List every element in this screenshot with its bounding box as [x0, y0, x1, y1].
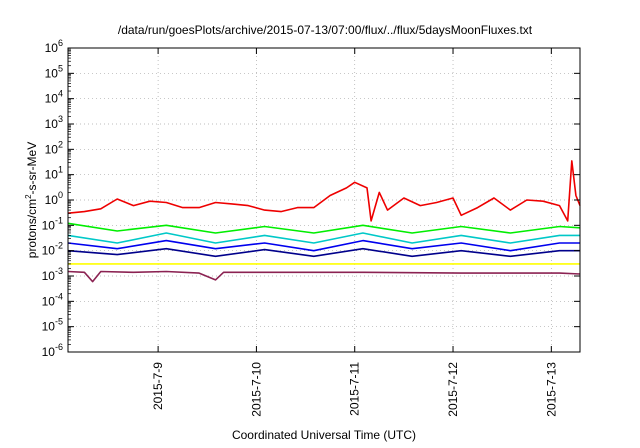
- y-axis-ticks: 10-610-510-410-310-210-11001011021031041…: [42, 38, 580, 359]
- y-tick-exp: 3: [58, 114, 63, 124]
- y-tick-base: 10: [42, 320, 56, 334]
- y-tick-label: 101: [45, 165, 63, 182]
- series-line-6: [67, 270, 581, 283]
- series-line-3: [67, 239, 580, 252]
- x-tick-label: 2015-7-12: [446, 362, 460, 417]
- y-tick-label: 10-3: [42, 266, 63, 283]
- y-axis-label: protons/cm2-s-sr-MeV: [24, 142, 39, 258]
- y-tick-base: 10: [42, 244, 56, 258]
- y-tick-exp: -6: [55, 342, 63, 352]
- y-tick-exp: 1: [58, 165, 63, 175]
- y-tick-label: 10-4: [42, 291, 63, 308]
- y-tick-base: 10: [42, 294, 56, 308]
- y-tick-label: 102: [45, 139, 63, 156]
- y-tick-label: 10-1: [42, 215, 63, 232]
- y-tick-exp: 0: [58, 190, 63, 200]
- y-tick-label: 10-6: [42, 342, 63, 359]
- x-axis-label: Coordinated Universal Time (UTC): [232, 428, 416, 442]
- y-tick-base: 10: [42, 345, 56, 359]
- y-tick-exp: -5: [55, 317, 63, 327]
- x-axis-ticks: 2015-7-9 2015-7-10 2015-7-11 2015-7-12 2015-…: [151, 48, 558, 417]
- chart-title: /data/run/goesPlots/archive/2015-07-13/0…: [118, 23, 533, 37]
- y-tick-base: 10: [42, 218, 56, 232]
- y-axis-label-pre: protons/cm: [25, 199, 39, 258]
- y-tick-base: 10: [45, 92, 59, 106]
- y-tick-label: 10-5: [42, 317, 63, 334]
- y-tick-label: 100: [45, 190, 63, 207]
- x-tick-label: 2015-7-9: [151, 362, 165, 410]
- y-tick-base: 10: [45, 142, 59, 156]
- y-tick-label: 105: [45, 63, 63, 80]
- series-line-2: [67, 232, 580, 244]
- y-tick-exp: -2: [55, 241, 63, 251]
- y-tick-base: 10: [45, 117, 59, 131]
- y-tick-exp: 4: [58, 89, 63, 99]
- y-tick-exp: 5: [58, 63, 63, 73]
- y-tick-base: 10: [45, 168, 59, 182]
- y-tick-exp: 2: [58, 139, 63, 149]
- series-group: [67, 160, 581, 283]
- y-tick-base: 10: [45, 41, 59, 55]
- y-tick-exp: 6: [58, 38, 63, 48]
- y-tick-exp: -1: [55, 215, 63, 225]
- y-axis-label-post: -s-sr-MeV: [25, 142, 39, 195]
- y-tick-base: 10: [45, 66, 59, 80]
- y-tick-base: 10: [45, 193, 59, 207]
- y-axis-label-sup: 2: [24, 194, 33, 199]
- series-line-1: [67, 222, 581, 234]
- series-line-4: [67, 247, 580, 258]
- y-tick-label: 106: [45, 38, 63, 55]
- x-tick-label: 2015-7-10: [249, 362, 263, 417]
- y-tick-exp: -4: [55, 291, 63, 301]
- x-tick-label: 2015-7-13: [544, 362, 558, 417]
- y-tick-exp: -3: [55, 266, 63, 276]
- y-tick-label: 103: [45, 114, 63, 131]
- series-line-0: [67, 160, 581, 222]
- y-tick-label: 10-2: [42, 241, 63, 258]
- y-tick-label: 104: [45, 89, 63, 106]
- x-tick-label: 2015-7-11: [348, 362, 362, 416]
- y-tick-base: 10: [42, 269, 56, 283]
